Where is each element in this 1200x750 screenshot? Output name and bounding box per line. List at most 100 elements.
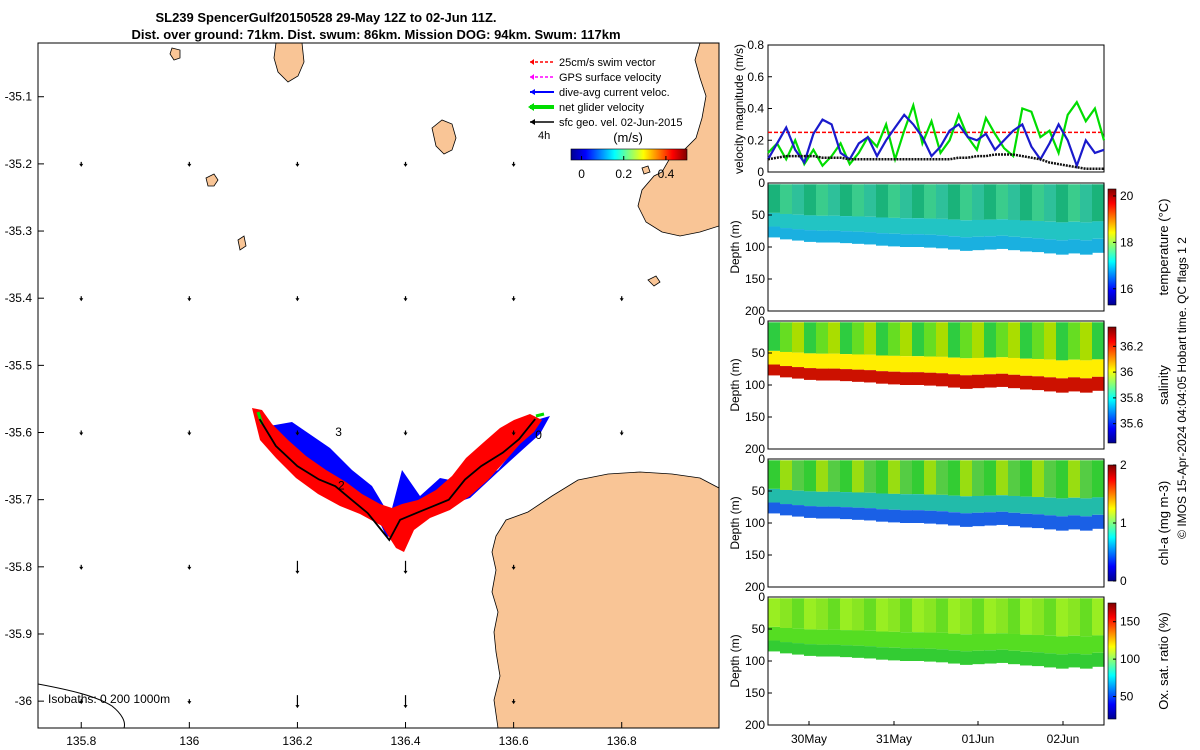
day-labels: 3 2 0	[335, 425, 542, 493]
geo-vector-head	[403, 570, 408, 574]
velocity-series-line	[767, 100, 1106, 168]
profile-cell-deep	[1092, 238, 1105, 253]
profile-ytick-label: 150	[745, 686, 765, 700]
profile-cell-mid	[816, 629, 829, 645]
profile-cell-upper	[840, 598, 853, 631]
profile-cell-upper	[864, 322, 877, 355]
velocity-y-ticks: 0 0.2 0.4 0.6 0.8	[747, 38, 772, 179]
profile-clabel: chl-a (mg m-3)	[1156, 481, 1171, 566]
profile-cell-deep	[792, 229, 805, 241]
profile-cell-deep	[972, 374, 985, 389]
profile-cell-upper	[960, 322, 973, 359]
profile-clabel: Ox. sat. ratio (%)	[1156, 612, 1171, 710]
profile-cell-mid	[936, 632, 949, 650]
profile-cell-upper	[1044, 322, 1057, 360]
profile-cell-upper	[924, 460, 937, 495]
profile-cell-upper	[840, 460, 853, 493]
profile-cell-mid	[972, 633, 985, 651]
profile-cell-deep	[768, 502, 781, 514]
velocity-ylabel: velocity magnitude (m/s)	[732, 44, 746, 174]
profile-cell-upper	[780, 598, 793, 628]
profile-cell-mid	[1008, 633, 1021, 651]
profile-cell-mid	[948, 357, 961, 375]
colorbar-tick-label: 100	[1120, 652, 1140, 666]
profile-cell-mid	[804, 353, 817, 369]
profile-cell-deep	[1068, 239, 1081, 254]
map-xtick-label: 136.4	[391, 734, 421, 748]
profile-cell-deep	[948, 236, 961, 250]
profile-cell-upper	[960, 598, 973, 635]
profile-cell-upper	[936, 598, 949, 633]
profile-cell-deep	[936, 649, 949, 663]
geo-vector-head	[619, 432, 624, 436]
map-x-ticks: 135.8 136 136.2 136.4 136.6 136.8	[66, 722, 637, 748]
profile-cell-mid	[1020, 358, 1033, 376]
profile-ytick-label: 150	[745, 548, 765, 562]
profile-cell-upper	[792, 184, 805, 215]
profile-cell-mid	[804, 491, 817, 507]
profile-cell-deep	[768, 364, 781, 376]
profile-cell-upper	[792, 322, 805, 353]
profile-cell-mid	[804, 629, 817, 645]
profile-cell-upper	[768, 598, 781, 627]
profile-cell-upper	[972, 598, 985, 634]
profile-cell-upper	[840, 322, 853, 355]
geo-vector-head	[295, 298, 300, 302]
geostrophic-vectors	[79, 161, 624, 709]
profile-cell-upper	[1092, 598, 1105, 636]
profile-cell-deep	[900, 510, 913, 523]
profile-cell-deep	[996, 511, 1009, 525]
land-island-2	[169, 47, 181, 61]
profile-cell-mid	[1080, 636, 1093, 655]
colorbar-tick-label: 36.2	[1120, 339, 1144, 353]
profile-cell-deep	[1056, 516, 1069, 531]
profile-cell-upper	[852, 184, 865, 217]
geo-vector-head	[79, 566, 84, 570]
geo-vector-head	[403, 432, 408, 436]
profile-cell-upper	[1080, 460, 1093, 499]
profile-ylabel: Depth (m)	[728, 496, 742, 549]
profile-cell-upper	[804, 322, 817, 354]
profile-cell-mid	[984, 633, 997, 651]
profile-cell-upper	[768, 184, 781, 213]
profile-cell-upper	[960, 184, 973, 221]
velocity-ytick-label: 0.6	[747, 70, 764, 84]
legend-label-sfc: sfc geo. vel. 02-Jun-2015	[559, 117, 683, 129]
profile-cell-mid	[828, 629, 841, 645]
profile-cell-upper	[876, 184, 889, 218]
profile-cell-upper	[1068, 598, 1081, 636]
profile-cell-upper	[1092, 184, 1105, 222]
profile-cell-upper	[888, 460, 901, 494]
geo-vector-head	[79, 298, 84, 302]
geo-vector-head	[79, 163, 84, 167]
geo-vector-head	[187, 298, 192, 302]
profile-cell-upper	[900, 184, 913, 219]
legend-4h: 4h	[538, 130, 550, 142]
velocity-axes-box	[767, 44, 1105, 173]
map-xtick-label: 136.8	[607, 734, 637, 748]
profile-cell-deep	[816, 230, 829, 243]
profile-cell-deep	[912, 648, 925, 661]
profile-cell-upper	[1020, 184, 1033, 221]
profile-cell-deep	[1008, 236, 1021, 251]
profile-cell-deep	[840, 507, 853, 520]
profile-cell-upper	[948, 184, 961, 220]
profile-cell-deep	[840, 231, 853, 244]
geo-vector-head	[295, 432, 300, 436]
profile-ylabel: Depth (m)	[728, 358, 742, 411]
date-tick-label: 31May	[876, 732, 912, 746]
profile-cell-deep	[1020, 237, 1033, 252]
profile-cell-mid	[960, 634, 973, 652]
profile-cell-deep	[1056, 654, 1069, 669]
profile-cell-upper	[828, 184, 841, 216]
profile-cell-deep	[924, 510, 937, 524]
profile-cell-upper	[924, 322, 937, 357]
profile-cell-upper	[1032, 598, 1045, 635]
profile-cell-upper	[912, 598, 925, 633]
profile-ytick-label: 0	[758, 314, 765, 328]
profile-cell-mid	[1092, 497, 1105, 515]
profile-cell-upper	[924, 184, 937, 219]
profile-cell-deep	[792, 367, 805, 379]
profile-cell-mid	[864, 354, 877, 371]
